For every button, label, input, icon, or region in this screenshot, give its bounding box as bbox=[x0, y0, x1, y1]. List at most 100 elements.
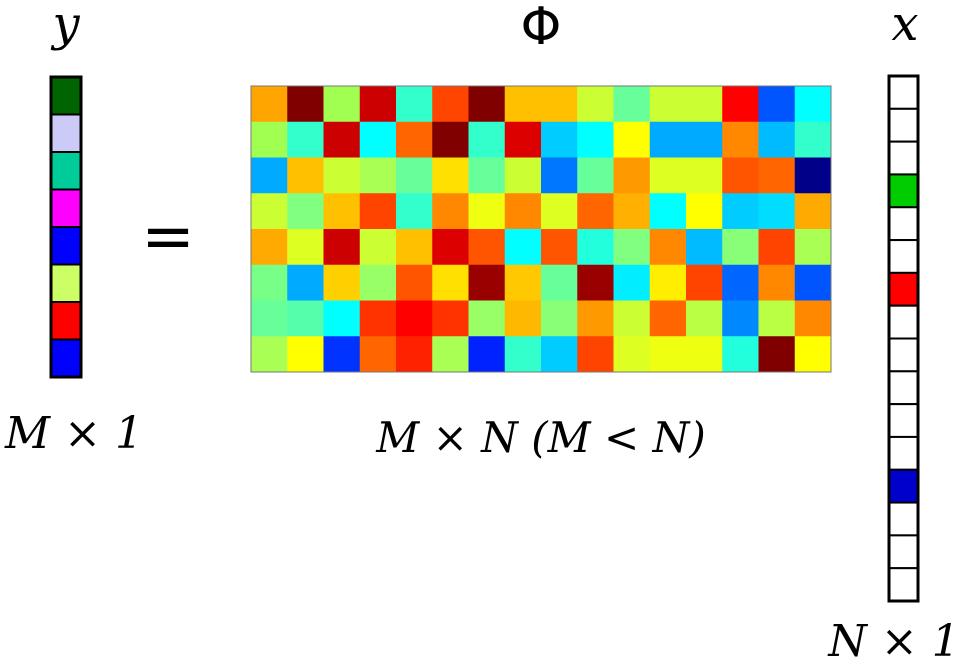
x-vector bbox=[887, 74, 920, 603]
phi-cell bbox=[794, 300, 832, 337]
phi-cell bbox=[396, 336, 433, 373]
phi-cell bbox=[432, 264, 469, 301]
y-vector bbox=[49, 75, 83, 379]
phi-cell bbox=[758, 229, 796, 266]
phi-cell bbox=[396, 300, 433, 337]
phi-cell bbox=[323, 157, 361, 194]
phi-cell bbox=[722, 336, 759, 373]
phi-cell bbox=[251, 86, 288, 123]
phi-cell bbox=[396, 157, 433, 194]
y-cell bbox=[50, 226, 82, 266]
x-cell bbox=[888, 140, 919, 176]
phi-cell bbox=[613, 193, 651, 230]
phi-cell bbox=[359, 300, 397, 337]
phi-cell bbox=[432, 121, 469, 158]
y-cell bbox=[50, 76, 82, 116]
phi-cell bbox=[541, 157, 578, 194]
x-cell bbox=[888, 501, 919, 537]
phi-cell bbox=[468, 336, 506, 373]
phi-cell bbox=[287, 229, 324, 266]
phi-cell bbox=[794, 229, 832, 266]
phi-cell bbox=[251, 336, 288, 373]
phi-cell bbox=[794, 193, 832, 230]
phi-cell bbox=[323, 86, 361, 123]
phi-cell bbox=[251, 157, 288, 194]
phi-cell bbox=[794, 157, 832, 194]
phi-cell bbox=[686, 229, 723, 266]
x-cell bbox=[888, 435, 919, 471]
phi-cell bbox=[577, 300, 614, 337]
phi-cell bbox=[758, 121, 796, 158]
phi-cell bbox=[541, 229, 578, 266]
phi-cell bbox=[722, 264, 759, 301]
x-cell bbox=[888, 567, 919, 602]
x-cell bbox=[888, 403, 919, 438]
phi-cell bbox=[541, 86, 578, 123]
phi-cell bbox=[794, 121, 832, 158]
phi-cell bbox=[396, 193, 433, 230]
phi-cell bbox=[577, 157, 614, 194]
phi-cell bbox=[396, 86, 433, 123]
phi-cell bbox=[432, 336, 469, 373]
phi-cell bbox=[251, 193, 288, 230]
phi-cell bbox=[794, 336, 832, 373]
phi-cell bbox=[613, 229, 651, 266]
phi-cell bbox=[613, 86, 651, 123]
phi-matrix-border bbox=[250, 85, 832, 373]
phi-cell bbox=[251, 121, 288, 158]
phi-cell bbox=[541, 300, 578, 337]
y-vector-border bbox=[49, 75, 83, 379]
phi-cell bbox=[541, 336, 578, 373]
phi-cell bbox=[722, 121, 759, 158]
phi-cell bbox=[758, 86, 796, 123]
phi-dimension-label: M × N (M < N) bbox=[375, 413, 705, 462]
phi-cell bbox=[649, 193, 687, 230]
y-cell bbox=[50, 301, 82, 341]
phi-cell bbox=[758, 336, 796, 373]
phi-cell bbox=[323, 229, 361, 266]
phi-cell bbox=[758, 157, 796, 194]
phi-cell bbox=[251, 300, 288, 337]
phi-cell bbox=[359, 229, 397, 266]
x-cell bbox=[888, 304, 919, 340]
phi-cell bbox=[722, 193, 759, 230]
phi-cell bbox=[359, 336, 397, 373]
phi-cell bbox=[577, 264, 614, 301]
x-cell bbox=[888, 337, 919, 373]
phi-cell bbox=[577, 336, 614, 373]
phi-cell bbox=[722, 157, 759, 194]
phi-cell bbox=[577, 121, 614, 158]
phi-cell bbox=[722, 86, 759, 123]
y-dimension-label: M × 1 bbox=[4, 408, 143, 459]
phi-cell bbox=[323, 264, 361, 301]
phi-cell bbox=[504, 264, 542, 301]
phi-cell bbox=[577, 229, 614, 266]
phi-cell bbox=[359, 121, 397, 158]
phi-cell bbox=[649, 300, 687, 337]
phi-cell bbox=[323, 193, 361, 230]
phi-cell bbox=[649, 336, 687, 373]
phi-cell bbox=[794, 86, 832, 123]
phi-cell bbox=[287, 157, 324, 194]
phi-cell bbox=[649, 86, 687, 123]
phi-cell bbox=[504, 157, 542, 194]
phi-cell bbox=[504, 336, 542, 373]
phi-cell bbox=[287, 264, 324, 301]
phi-cell bbox=[359, 86, 397, 123]
phi-cell bbox=[613, 157, 651, 194]
x-cell bbox=[888, 239, 919, 274]
phi-cell bbox=[686, 121, 723, 158]
phi-cell bbox=[649, 264, 687, 301]
phi-cell bbox=[468, 86, 506, 123]
x-dimension-label: N × 1 bbox=[827, 616, 959, 665]
phi-cell bbox=[432, 86, 469, 123]
phi-cell bbox=[432, 229, 469, 266]
phi-cell bbox=[287, 193, 324, 230]
phi-cell bbox=[613, 264, 651, 301]
x-cell bbox=[888, 206, 919, 242]
phi-cell bbox=[686, 336, 723, 373]
y-symbol: y bbox=[50, 0, 80, 52]
y-cell bbox=[50, 188, 82, 228]
phi-cell bbox=[468, 193, 506, 230]
